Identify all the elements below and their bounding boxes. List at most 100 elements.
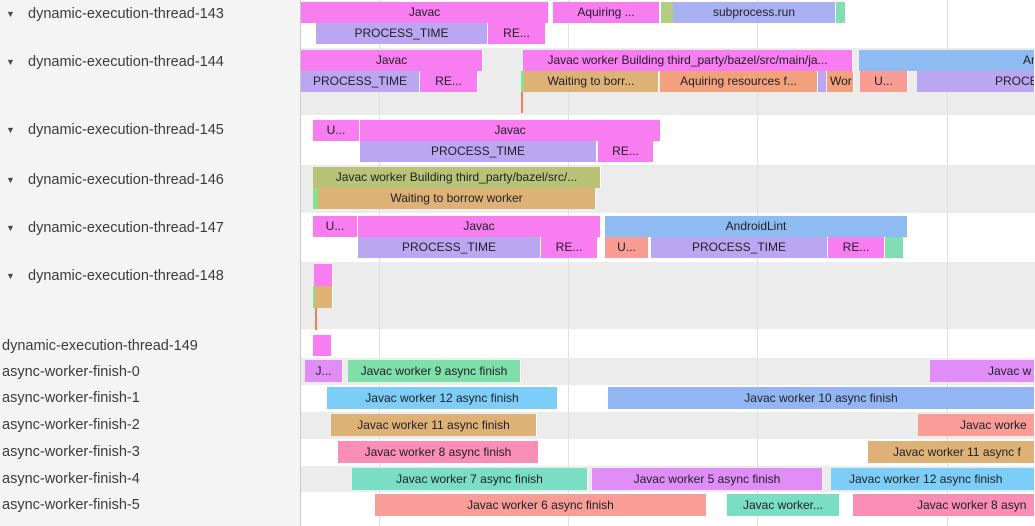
trace-slice-sliver[interactable] — [313, 335, 332, 356]
slice-label: Waiting to borrow worker — [390, 191, 523, 205]
slice-label: RE... — [503, 26, 530, 40]
trace-slice[interactable]: Waiting to borr... — [524, 71, 659, 92]
trace-slice[interactable]: RE... — [488, 23, 546, 44]
trace-slice[interactable]: Javac worker 10 async finish — [608, 387, 1035, 409]
trace-slice[interactable]: Aquiring resources f... — [660, 71, 818, 92]
trace-slice[interactable]: Javac — [301, 50, 483, 71]
slice-label: An — [1023, 53, 1034, 67]
trace-slice[interactable]: Javac worker 9 async finish — [348, 360, 521, 382]
trace-slice[interactable]: U... — [860, 71, 908, 92]
trace-slice-thin[interactable] — [521, 71, 524, 92]
trace-slice[interactable]: PROCESS_TIME — [316, 23, 488, 44]
track-label-row-async-worker-finish-5[interactable]: async-worker-finish-5 — [0, 497, 300, 514]
trace-slice[interactable]: Javac worker 11 async finish — [331, 414, 537, 436]
track-label-row-dynamic-execution-thread-149[interactable]: dynamic-execution-thread-149 — [0, 338, 300, 355]
trace-slice[interactable]: PROCESS_TIME — [360, 141, 597, 162]
trace-slice[interactable]: Javac — [358, 216, 601, 237]
track-name-label: dynamic-execution-thread-144 — [28, 54, 224, 70]
trace-slice[interactable]: An — [859, 50, 1035, 71]
trace-slice-sliver[interactable] — [661, 2, 673, 23]
collapse-triangle-icon[interactable]: ▼ — [6, 223, 15, 233]
trace-slice[interactable]: Javac worker... — [727, 494, 840, 516]
slice-label: U... — [617, 240, 636, 254]
trace-slice[interactable]: J... — [305, 360, 343, 382]
trace-slice[interactable]: Javac — [360, 120, 661, 141]
trace-slice[interactable]: PROCESS_TIME — [301, 71, 420, 92]
track-label-row-dynamic-execution-thread-144[interactable]: ▼ dynamic-execution-thread-144 — [0, 54, 300, 71]
trace-slice[interactable]: Javac worke — [918, 414, 1035, 436]
trace-slice[interactable]: PROCESS_TIME — [358, 237, 541, 258]
track-name-label: async-worker-finish-4 — [2, 471, 140, 487]
track-label-row-async-worker-finish-3[interactable]: async-worker-finish-3 — [0, 444, 300, 461]
trace-slice[interactable]: RE... — [598, 141, 654, 162]
trace-slice-thin[interactable] — [313, 286, 315, 308]
slice-label: Javac — [463, 219, 495, 233]
track-label-row-async-worker-finish-0[interactable]: async-worker-finish-0 — [0, 364, 300, 381]
trace-slice[interactable]: U... — [605, 237, 649, 258]
trace-slice[interactable]: Javac worker 12 async finish — [327, 387, 558, 409]
slice-label: U... — [874, 74, 893, 88]
track-label-row-dynamic-execution-thread-146[interactable]: ▼ dynamic-execution-thread-146 — [0, 172, 300, 189]
trace-slice[interactable]: Waiting to borrow worker — [318, 188, 596, 209]
slice-label: PROCESS_TIME — [430, 144, 526, 158]
trace-slice-sliver[interactable] — [315, 286, 333, 308]
slice-label: Javac worker 8 async finish — [364, 445, 512, 459]
collapse-triangle-icon[interactable]: ▼ — [6, 271, 15, 281]
track-label-row-dynamic-execution-thread-145[interactable]: ▼ dynamic-execution-thread-145 — [0, 122, 300, 139]
slice-label: Javac — [494, 123, 526, 137]
trace-slice[interactable]: Javac worker 6 async finish — [375, 494, 707, 516]
trace-slice-thin[interactable] — [521, 92, 523, 113]
trace-slice[interactable]: Javac worker Building third_party/bazel/… — [313, 167, 601, 188]
trace-slice[interactable]: Javac worker 5 async finish — [592, 468, 823, 490]
track-label-row-dynamic-execution-thread-143[interactable]: ▼ dynamic-execution-thread-143 — [0, 6, 300, 23]
track-label-row-async-worker-finish-4[interactable]: async-worker-finish-4 — [0, 471, 300, 488]
trace-slice[interactable]: Javac worker 12 async finish — [831, 468, 1035, 490]
trace-slice[interactable]: Javac w — [930, 360, 1035, 382]
trace-slice[interactable]: AndroidLint — [605, 216, 908, 237]
slice-label: Javac worker... — [742, 498, 824, 512]
slice-label: RE... — [555, 240, 583, 254]
slice-label: Javac worker 6 async finish — [467, 498, 614, 512]
trace-slice-sliver[interactable] — [313, 188, 318, 209]
trace-slice-sliver[interactable] — [314, 264, 333, 286]
trace-slice-sliver[interactable] — [885, 237, 904, 258]
trace-slice[interactable]: U... — [313, 216, 358, 237]
slice-label: Aquiring ... — [577, 5, 635, 19]
trace-slice[interactable]: RE... — [828, 237, 885, 258]
trace-slice[interactable]: Javac worker 8 asyn — [853, 494, 1035, 516]
track-label-row-dynamic-execution-thread-147[interactable]: ▼ dynamic-execution-thread-147 — [0, 220, 300, 237]
trace-slice[interactable]: U... — [313, 120, 360, 141]
collapse-triangle-icon[interactable]: ▼ — [6, 9, 15, 19]
trace-slice[interactable]: Javac — [301, 2, 549, 23]
slice-label: RE... — [435, 74, 462, 88]
trace-slice-sliver[interactable] — [836, 2, 845, 23]
trace-slice[interactable]: Javac worker 11 async f — [868, 441, 1035, 463]
slice-label: RE... — [612, 144, 639, 158]
trace-slice[interactable]: RE... — [541, 237, 598, 258]
collapse-triangle-icon[interactable]: ▼ — [6, 125, 15, 135]
track-label-row-dynamic-execution-thread-148[interactable]: ▼ dynamic-execution-thread-148 — [0, 268, 300, 285]
trace-slice[interactable]: Aquiring ... — [553, 2, 660, 23]
track-label-row-async-worker-finish-2[interactable]: async-worker-finish-2 — [0, 417, 300, 434]
track-band-dynamic-execution-thread-149 — [301, 329, 1035, 358]
slice-label: Javac w — [988, 364, 1032, 378]
collapse-triangle-icon[interactable]: ▼ — [6, 175, 15, 185]
trace-slice[interactable]: Javac worker Building third_party/bazel/… — [523, 50, 853, 71]
time-gridline — [947, 0, 948, 526]
slice-label: Javac worker 11 async finish — [357, 418, 510, 432]
trace-slice[interactable]: PROCE — [917, 71, 1035, 92]
trace-slice[interactable]: RE... — [420, 71, 478, 92]
track-band-dynamic-execution-thread-148 — [301, 262, 1035, 329]
trace-slice-sliver[interactable] — [818, 71, 826, 92]
timeline-canvas: Javac Aquiring ... subprocess.run PROCESS_T… — [301, 0, 1035, 526]
slice-label: PROCESS_TIME — [691, 240, 787, 254]
trace-slice[interactable]: Javac worker 8 async finish — [338, 441, 539, 463]
track-label-row-async-worker-finish-1[interactable]: async-worker-finish-1 — [0, 390, 300, 407]
trace-slice[interactable]: subprocess.run — [673, 2, 836, 23]
trace-slice[interactable]: Javac worker 7 async finish — [352, 468, 588, 490]
trace-slice-thin[interactable] — [315, 308, 317, 330]
trace-slice[interactable]: Wor — [827, 71, 854, 92]
trace-slice[interactable]: PROCESS_TIME — [651, 237, 828, 258]
slice-label: U... — [325, 219, 345, 233]
collapse-triangle-icon[interactable]: ▼ — [6, 57, 15, 67]
